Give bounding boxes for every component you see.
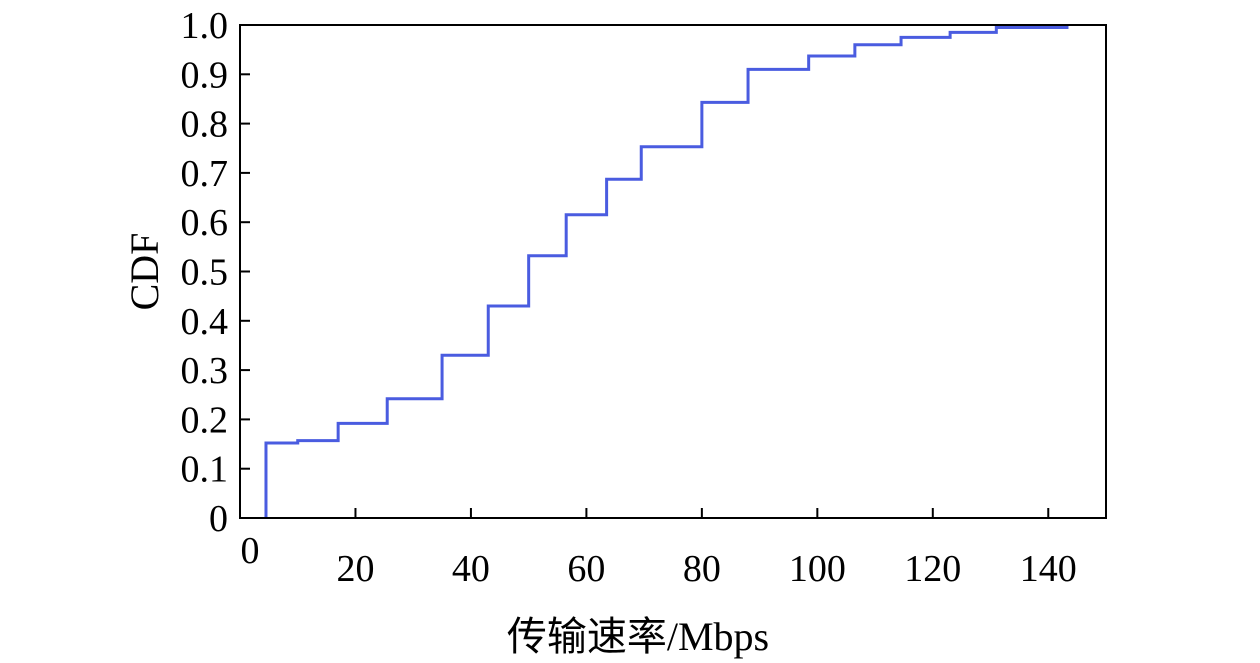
y-axis-title: CDF (122, 233, 167, 311)
x-tick-label: 140 (1020, 548, 1077, 590)
x-tick-label: 100 (789, 548, 846, 590)
y-tick-label: 0.3 (181, 350, 229, 392)
y-tick-label: 0.9 (181, 54, 229, 96)
ticks-layer (240, 73, 1050, 518)
plot-frame (239, 24, 1107, 519)
y-tick-label: 1.0 (181, 5, 229, 47)
x-tick-label: 60 (567, 548, 605, 590)
x-tick-labels: 0 20 40 60 80 100 120 140 (241, 530, 1077, 590)
y-tick-label: 0.1 (181, 449, 229, 491)
x-tick-label: 20 (336, 548, 374, 590)
y-tick-label: 0.8 (181, 104, 229, 146)
x-axis-title: 传输速率/Mbps (507, 614, 769, 659)
x-tick-label: 80 (683, 548, 721, 590)
y-tick-label: 0.5 (181, 252, 229, 294)
y-tick-label: 0 (209, 498, 228, 540)
y-tick-label: 0.6 (181, 202, 229, 244)
x-tick-label: 120 (904, 548, 961, 590)
x-tick-label: 40 (452, 548, 490, 590)
y-tick-labels: 0 0.1 0.2 0.3 0.4 0.5 0.6 0.7 0.8 0.9 1.0 (181, 5, 229, 540)
y-tick-label: 0.4 (181, 301, 229, 343)
x-tick-label: 0 (241, 530, 260, 572)
y-tick-label: 0.2 (181, 399, 229, 441)
y-tick-label: 0.7 (181, 153, 229, 195)
series-cdf-line (264, 25, 1069, 518)
